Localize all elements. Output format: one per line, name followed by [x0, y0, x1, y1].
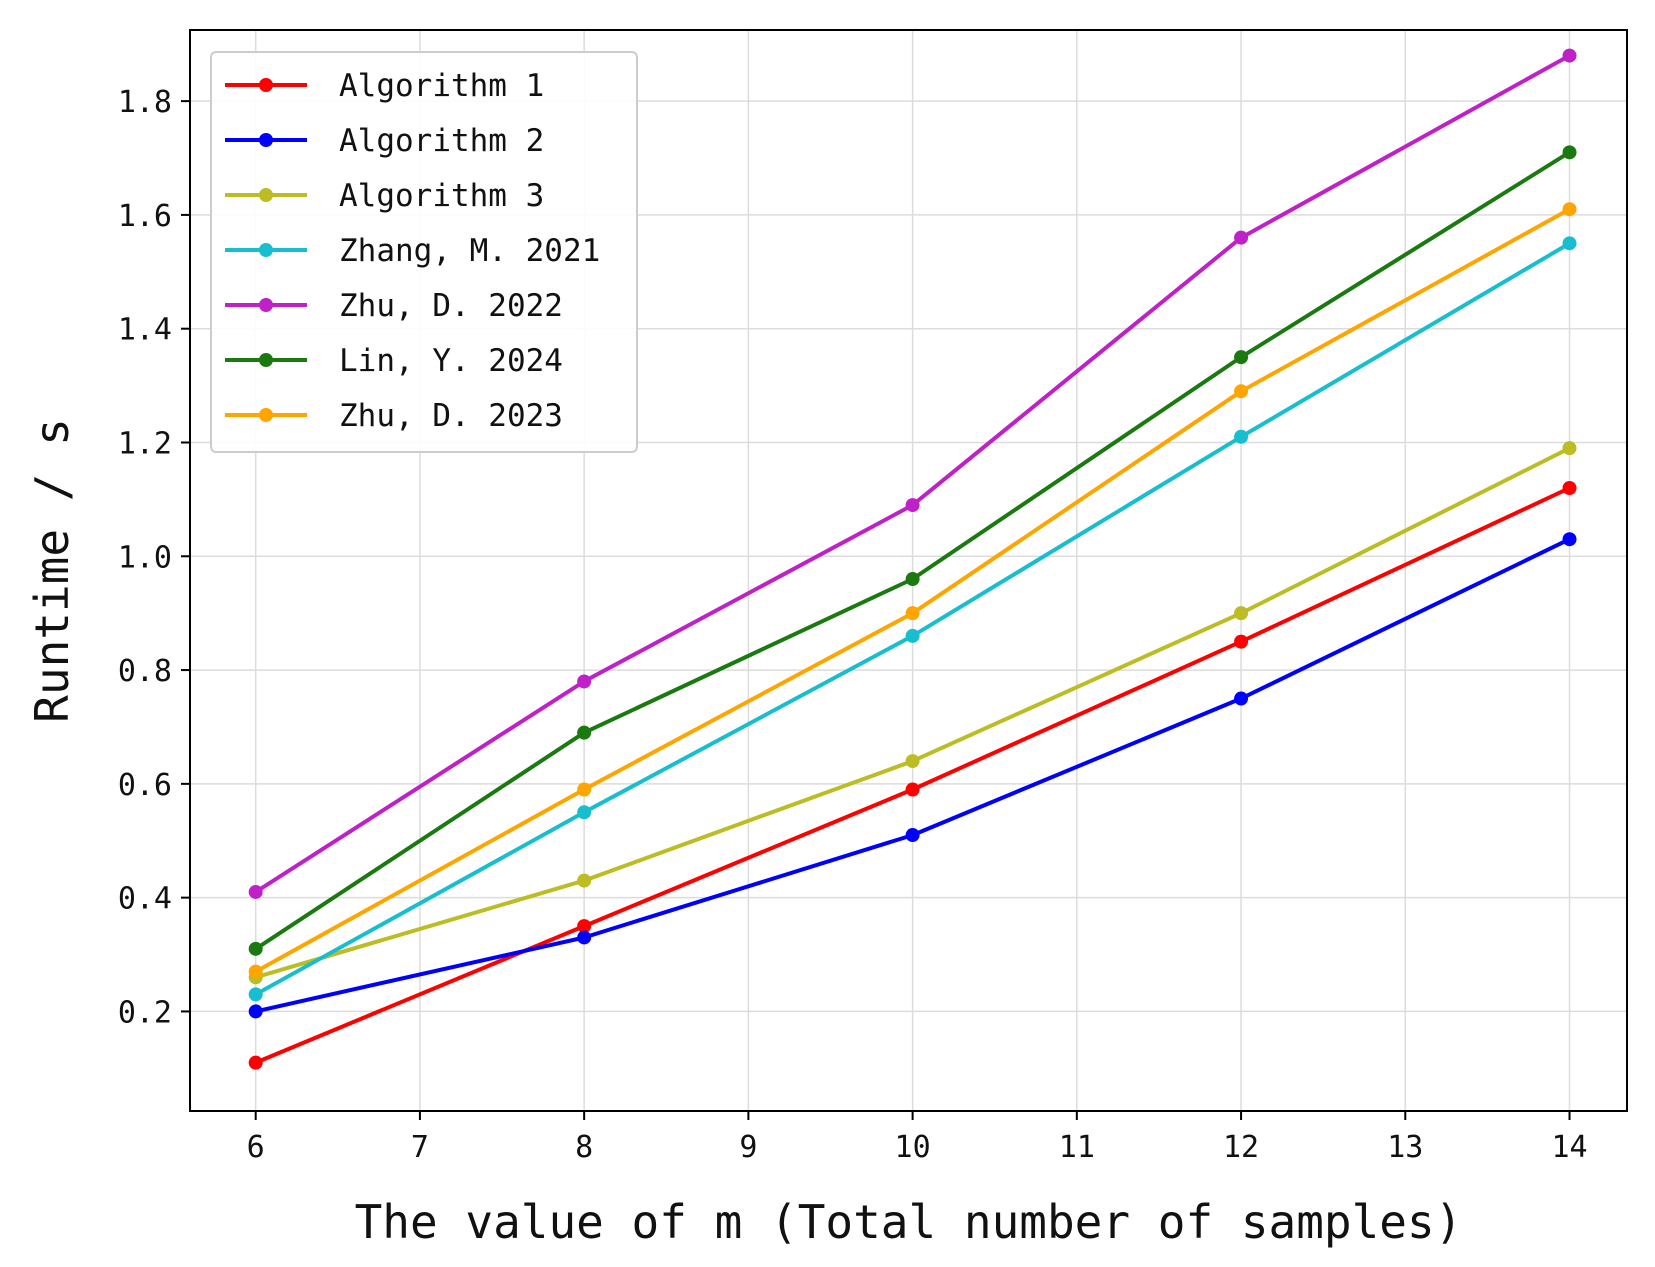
data-point	[577, 674, 592, 689]
data-point	[1234, 384, 1249, 399]
y-tick-label: 0.6	[118, 768, 172, 803]
x-tick-label: 6	[247, 1130, 265, 1165]
data-point	[248, 1004, 263, 1019]
data-point	[905, 606, 920, 621]
data-point	[577, 873, 592, 888]
legend-label: Zhu, D. 2023	[339, 398, 563, 434]
y-tick-label: 0.8	[118, 654, 172, 689]
series-1	[248, 532, 1577, 1019]
data-point	[1562, 481, 1577, 496]
legend-item: Zhang, M. 2021	[225, 233, 600, 269]
legend-label: Zhang, M. 2021	[339, 233, 600, 269]
data-point	[1234, 350, 1249, 365]
legend-marker	[259, 408, 273, 422]
legend-marker	[259, 78, 273, 92]
legend-item: Lin, Y. 2024	[225, 343, 563, 379]
series-0	[248, 481, 1577, 1070]
legend-item: Zhu, D. 2023	[225, 398, 563, 434]
y-tick-label: 0.4	[118, 882, 172, 917]
data-point	[248, 941, 263, 956]
legend-item: Zhu, D. 2022	[225, 288, 563, 324]
data-point	[905, 572, 920, 587]
data-point	[1234, 230, 1249, 245]
data-point	[1234, 634, 1249, 649]
data-point	[1234, 606, 1249, 621]
data-point	[1234, 429, 1249, 444]
legend-label: Algorithm 3	[339, 178, 544, 214]
data-point	[905, 628, 920, 643]
data-point	[1562, 441, 1577, 456]
x-tick-label: 13	[1387, 1130, 1423, 1165]
legend-label: Algorithm 1	[339, 68, 544, 104]
y-tick-label: 1.8	[118, 85, 172, 120]
data-point	[577, 919, 592, 934]
x-tick-label: 12	[1223, 1130, 1259, 1165]
series-4	[248, 48, 1577, 899]
x-tick-label: 7	[411, 1130, 429, 1165]
data-point	[577, 782, 592, 797]
legend-item: Algorithm 1	[225, 68, 544, 104]
data-point	[1562, 532, 1577, 547]
y-tick-label: 1.0	[118, 540, 172, 575]
x-tick-label: 9	[739, 1130, 757, 1165]
legend-label: Algorithm 2	[339, 123, 544, 159]
data-point	[1562, 145, 1577, 160]
data-point	[1562, 202, 1577, 217]
legend-box	[210, 51, 638, 453]
legend-item: Algorithm 3	[225, 178, 544, 214]
x-axis-title: The value of m (Total number of samples)	[355, 1195, 1463, 1249]
legend-label: Lin, Y. 2024	[339, 343, 563, 379]
legend-label: Zhu, D. 2022	[339, 288, 563, 324]
data-point	[1234, 691, 1249, 706]
legend-marker	[259, 298, 273, 312]
data-point	[577, 725, 592, 740]
legend-item: Algorithm 2	[225, 123, 544, 159]
data-point	[248, 987, 263, 1002]
x-tick-label: 8	[575, 1130, 593, 1165]
x-tick-label: 10	[895, 1130, 931, 1165]
legend-marker	[259, 353, 273, 367]
y-tick-label: 1.4	[118, 313, 172, 348]
series-5	[248, 145, 1577, 956]
y-axis-title: Runtime / s	[25, 418, 79, 723]
series-group	[248, 48, 1577, 1070]
y-tick-label: 0.2	[118, 995, 172, 1030]
legend-marker	[259, 243, 273, 257]
axis-ticks: 6 7 8 9 10 11 12 13 14 0.2 0.4 0.6 0.8 1.0 1.2 1.4 1.6 1.…	[118, 85, 1588, 1165]
data-point	[1562, 48, 1577, 63]
legend: Algorithm 1 Algorithm 2 Algorithm 3 Zhang, …	[210, 51, 638, 453]
series-6	[248, 202, 1577, 979]
plot-frame	[189, 29, 1628, 1112]
data-point	[248, 964, 263, 979]
x-tick-label: 11	[1059, 1130, 1095, 1165]
data-point	[248, 1055, 263, 1070]
data-point	[905, 782, 920, 797]
data-point	[1562, 236, 1577, 251]
data-point	[905, 754, 920, 769]
y-tick-label: 1.2	[118, 426, 172, 461]
data-point	[905, 498, 920, 513]
data-point	[248, 884, 263, 899]
data-point	[577, 805, 592, 820]
legend-marker	[259, 188, 273, 202]
series-3	[248, 236, 1577, 1002]
data-point	[905, 828, 920, 843]
x-tick-label: 14	[1551, 1130, 1587, 1165]
data-point	[577, 930, 592, 945]
y-tick-label: 1.6	[118, 199, 172, 234]
legend-marker	[259, 133, 273, 147]
